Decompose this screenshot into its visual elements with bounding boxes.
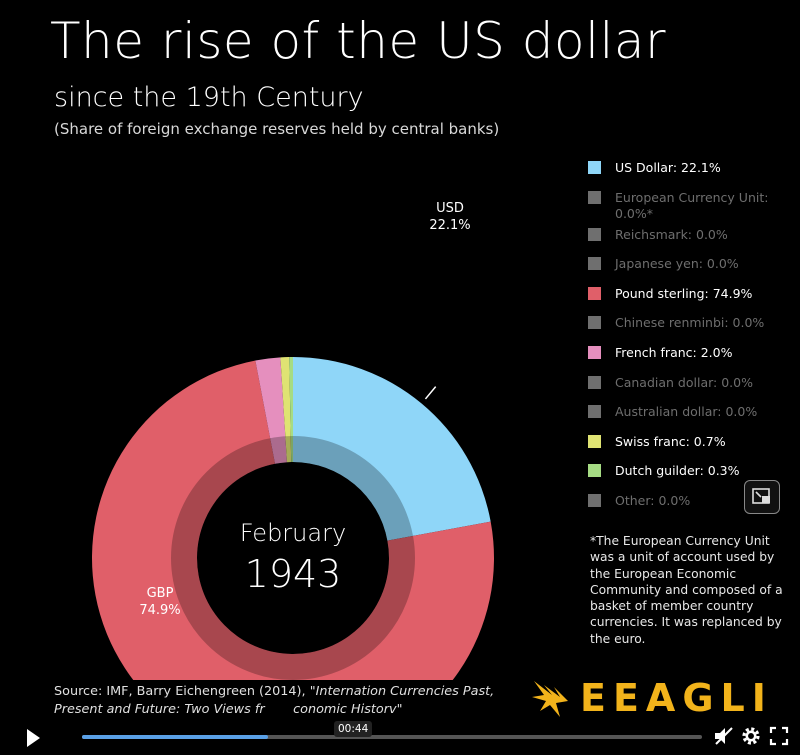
callout-value-gbp: 74.9% (139, 603, 180, 618)
legend-label: Other: 0.0% (615, 492, 691, 508)
legend-item: Pound sterling: 74.9% (588, 286, 793, 316)
source-citation: Source: IMF, Barry Eichengreen (2014), "… (54, 683, 534, 719)
legend-label: Swiss franc: 0.7% (615, 433, 726, 449)
legend: US Dollar: 22.1% European Currency Unit: … (588, 160, 793, 523)
callout-name-gbp: GBP (147, 586, 174, 601)
legend-item: European Currency Unit: 0.0%* (588, 190, 793, 227)
legend-item: Japanese yen: 0.0% (588, 256, 793, 286)
eagle-icon (532, 681, 568, 717)
slice-french-franc (255, 357, 287, 464)
center-month: February (240, 519, 346, 547)
logo-text: EEAGLI (580, 676, 773, 720)
legend-swatch (588, 464, 601, 478)
legend-item: French franc: 2.0% (588, 345, 793, 375)
source-title: "Internation Currencies Past, Present an… (54, 684, 495, 717)
legend-label: French franc: 2.0% (615, 344, 733, 360)
source-prefix: Source: IMF, Barry Eichengreen (2014), (54, 684, 310, 699)
legend-item: Swiss franc: 0.7% (588, 434, 793, 464)
legend-swatch (588, 405, 601, 419)
legend-item: Other: 0.0% (588, 493, 793, 523)
source-title-end: conomic Historv" (293, 702, 403, 717)
legend-swatch (588, 257, 601, 271)
legend-swatch (588, 434, 601, 448)
legend-label: Australian dollar: 0.0% (615, 404, 758, 420)
callout-value-usd: 22.1% (429, 218, 470, 233)
chart-subtitle: since the 19th Century (54, 82, 364, 113)
legend-label: Japanese yen: 0.0% (615, 256, 739, 272)
seek-bar[interactable]: 00:44 (82, 721, 702, 739)
legend-swatch (588, 286, 601, 300)
pip-button[interactable] (744, 480, 780, 514)
callout-name-usd: USD (436, 201, 464, 216)
fullscreen-icon[interactable] (768, 724, 790, 748)
legend-item: Dutch guilder: 0.3% (588, 463, 793, 493)
slice-pound-sterling (92, 360, 494, 680)
legend-label: European Currency Unit: 0.0%* (615, 189, 769, 221)
pip-icon (752, 488, 770, 504)
slice-dutch-guilder (289, 357, 293, 463)
legend-item: US Dollar: 22.1% (588, 160, 793, 190)
legend-swatch (588, 161, 601, 174)
legend-swatch (588, 227, 601, 241)
legend-item: Reichsmark: 0.0% (588, 227, 793, 257)
donut-chart: USD 22.1% GBP 74.9% February 1943 (92, 201, 494, 680)
legend-label: Dutch guilder: 0.3% (615, 463, 740, 479)
legend-label: Reichsmark: 0.0% (615, 226, 728, 242)
legend-item: Australian dollar: 0.0% (588, 404, 793, 434)
chart-title: The rise of the US dollar (50, 12, 667, 70)
chart-note: (Share of foreign exchange reserves held… (54, 120, 500, 138)
legend-item: Chinese renminbi: 0.0% (588, 315, 793, 345)
inner-ring-band (171, 436, 415, 680)
legend-swatch (588, 493, 601, 507)
slice-swiss-franc (280, 357, 292, 463)
legend-label: Chinese renminbi: 0.0% (615, 315, 765, 331)
settings-icon[interactable] (740, 724, 762, 748)
legend-label: Canadian dollar: 0.0% (615, 374, 753, 390)
legend-label: Pound sterling: 74.9% (615, 285, 753, 301)
legend-swatch (588, 345, 601, 359)
legend-swatch (588, 190, 601, 204)
mute-icon[interactable] (712, 724, 736, 748)
video-controls: 00:44 (0, 721, 800, 755)
slice-us-dollar (293, 357, 491, 541)
legend-swatch (588, 375, 601, 389)
legend-item: Canadian dollar: 0.0% (588, 375, 793, 405)
legend-label: US Dollar: 22.1% (615, 160, 721, 175)
footnote: *The European Currency Unit was a unit o… (590, 534, 783, 646)
legend-swatch (588, 316, 601, 330)
brand-logo: EEAGLI (530, 674, 773, 722)
time-tooltip: 00:44 (334, 721, 373, 737)
center-year: 1943 (245, 552, 342, 596)
seek-progress (82, 735, 268, 739)
callout-line-usd (424, 386, 437, 400)
play-icon[interactable] (24, 727, 42, 749)
